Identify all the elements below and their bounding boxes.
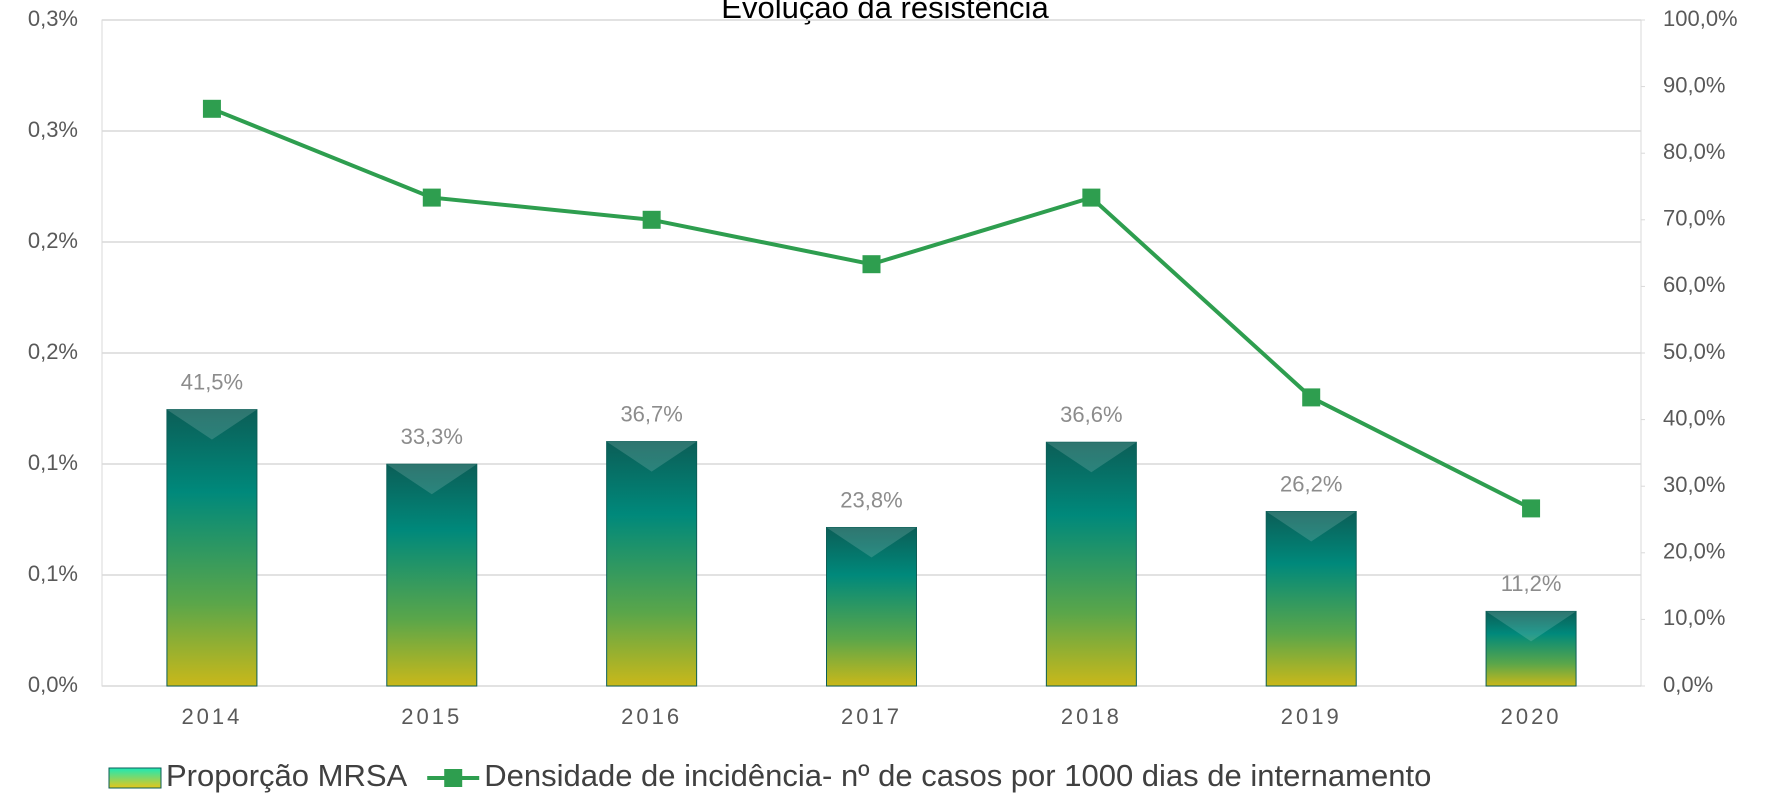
data-label: 11,2% xyxy=(1501,571,1562,596)
y-tick-label: 0,3% xyxy=(28,6,78,31)
legend-marker xyxy=(444,769,463,787)
y2-tick-label: 60,0% xyxy=(1663,272,1725,297)
x-tick-label: 2020 xyxy=(1501,704,1562,729)
y2-tick-label: 0,0% xyxy=(1663,672,1713,697)
data-label: 26,2% xyxy=(1280,471,1342,496)
y2-tick-label: 30,0% xyxy=(1663,472,1725,497)
bar-bevel xyxy=(1046,442,1137,473)
y2-tick-label: 70,0% xyxy=(1663,206,1725,231)
bar xyxy=(1045,441,1137,687)
bar-bevel xyxy=(386,464,477,495)
legend-label: Proporção MRSA xyxy=(166,758,408,793)
bar-bevel xyxy=(606,441,697,472)
y2-tick-label: 10,0% xyxy=(1663,605,1725,630)
y-tick-label: 0,0% xyxy=(28,672,78,697)
bar xyxy=(386,463,478,687)
line-marker xyxy=(1082,188,1101,207)
y2-tick-label: 40,0% xyxy=(1663,405,1725,430)
legend-label: Densidade de incidência- nº de casos por… xyxy=(484,758,1431,793)
bar-bevel xyxy=(1266,511,1357,542)
y-tick-label: 0,1% xyxy=(28,561,78,586)
bar xyxy=(606,441,698,687)
line-marker xyxy=(1522,499,1541,518)
y-tick-label: 0,3% xyxy=(28,117,78,142)
line-marker xyxy=(422,188,441,207)
bar xyxy=(1265,511,1357,687)
line-marker xyxy=(862,255,881,274)
y2-tick-label: 20,0% xyxy=(1663,539,1725,564)
y2-tick-label: 80,0% xyxy=(1663,139,1725,164)
line-marker xyxy=(202,99,221,118)
bar xyxy=(1485,610,1577,687)
y-tick-label: 0,2% xyxy=(28,339,78,364)
y2-tick-label: 50,0% xyxy=(1663,339,1725,364)
x-tick-label: 2017 xyxy=(841,704,902,729)
legend-swatch xyxy=(108,767,162,789)
data-label: 33,3% xyxy=(401,424,463,449)
bar-bevel xyxy=(826,527,917,558)
data-label: 36,6% xyxy=(1060,402,1122,427)
bar-bevel xyxy=(1486,611,1577,642)
x-tick-label: 2015 xyxy=(401,704,462,729)
bar xyxy=(826,526,917,687)
data-label: 36,7% xyxy=(620,401,682,426)
y-tick-label: 0,2% xyxy=(28,228,78,253)
x-tick-label: 2014 xyxy=(181,704,242,729)
x-tick-label: 2019 xyxy=(1281,704,1342,729)
line-marker xyxy=(642,210,661,229)
x-tick-label: 2016 xyxy=(621,704,682,729)
y2-tick-label: 90,0% xyxy=(1663,72,1725,97)
y-tick-label: 0,1% xyxy=(28,450,78,475)
x-tick-label: 2018 xyxy=(1061,704,1122,729)
data-label: 41,5% xyxy=(181,369,243,394)
chart-title: Evolução da resistência xyxy=(721,0,1049,25)
y2-tick-label: 100,0% xyxy=(1663,6,1738,31)
bar xyxy=(166,409,258,687)
bar-bevel xyxy=(166,409,257,440)
data-label: 23,8% xyxy=(840,487,902,512)
line-marker xyxy=(1302,388,1321,407)
